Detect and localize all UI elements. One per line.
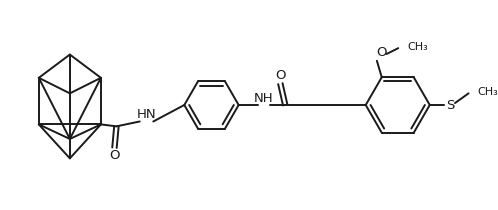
Text: HN: HN — [136, 108, 156, 121]
Text: S: S — [446, 98, 454, 112]
Text: O: O — [275, 69, 286, 82]
Text: NH: NH — [254, 92, 274, 105]
Text: CH₃: CH₃ — [477, 87, 498, 97]
Text: O: O — [109, 149, 120, 162]
Text: CH₃: CH₃ — [407, 42, 428, 52]
Text: O: O — [376, 46, 387, 59]
